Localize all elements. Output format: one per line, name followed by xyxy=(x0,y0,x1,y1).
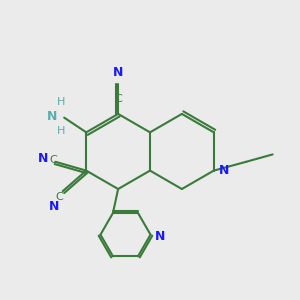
Text: N: N xyxy=(219,164,230,177)
Text: N: N xyxy=(49,200,59,213)
Text: N: N xyxy=(113,66,123,79)
Text: C: C xyxy=(55,192,63,202)
Text: C: C xyxy=(114,94,122,103)
Text: N: N xyxy=(155,230,165,243)
Text: H: H xyxy=(57,97,65,107)
Text: N: N xyxy=(38,152,49,165)
Text: C: C xyxy=(49,155,57,165)
Text: N: N xyxy=(46,110,57,123)
Text: H: H xyxy=(57,126,65,136)
